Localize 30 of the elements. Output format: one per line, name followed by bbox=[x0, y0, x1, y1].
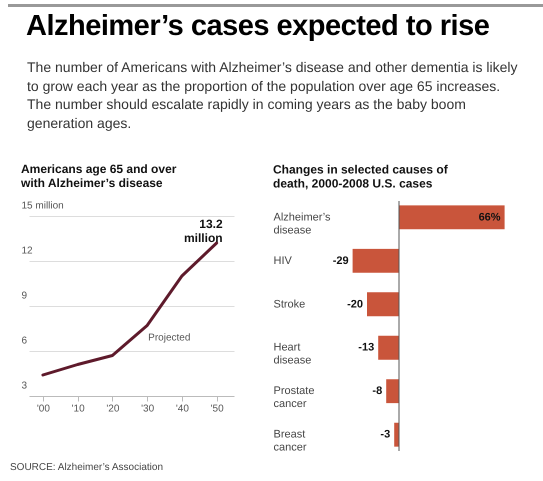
x-tick-label: '30 bbox=[141, 404, 155, 414]
annotation: Projected bbox=[148, 332, 190, 344]
y-tick-label: 6 bbox=[22, 336, 28, 346]
y-tick-label: Stroke bbox=[274, 298, 306, 310]
source-note: SOURCE: Alzheimer’s Association bbox=[10, 462, 164, 473]
data-label: -20 bbox=[347, 298, 363, 310]
annotation: 13.2 million bbox=[184, 217, 223, 245]
x-tick-label: '20 bbox=[106, 404, 120, 414]
y-tick-label: HIV bbox=[274, 254, 292, 267]
y-tick-label: 15 million bbox=[22, 200, 64, 212]
x-tick-label: '10 bbox=[72, 404, 86, 414]
data-label: 66% bbox=[478, 211, 501, 224]
y-tick-label: 9 bbox=[22, 290, 28, 302]
chart-title: Changes in selected causes of death, 2000-2008 U.S. cases bbox=[273, 162, 449, 190]
data-label: -13 bbox=[358, 342, 374, 354]
data-label: -29 bbox=[332, 254, 349, 267]
x-tick-label: '40 bbox=[176, 404, 190, 414]
data-label: -3 bbox=[380, 428, 390, 441]
chart-title: Americans age 65 and over with Alzheimer’s disease bbox=[20, 162, 177, 190]
text: The number of Americans with Alzheimer’s disease and other dementia is likely to grow each year as the proportion of the population over age 65 increases. The number should escalate rapidly in coming years as the baby boom generation ages. bbox=[27, 58, 518, 132]
x-tick-label: '00 bbox=[36, 404, 50, 414]
y-tick-label: 12 bbox=[22, 246, 34, 256]
y-tick-label: Breast cancer bbox=[274, 428, 307, 454]
text: Alzheimer’s cases expected to rise bbox=[26, 10, 490, 43]
x-tick-label: '50 bbox=[210, 404, 224, 414]
y-tick-label: Prostate cancer bbox=[274, 385, 314, 410]
data-label: -8 bbox=[372, 385, 382, 398]
y-tick-label: 3 bbox=[22, 380, 28, 392]
y-tick-label: Heart disease bbox=[274, 342, 312, 367]
y-tick-label: Alzheimer’s disease bbox=[274, 211, 332, 236]
